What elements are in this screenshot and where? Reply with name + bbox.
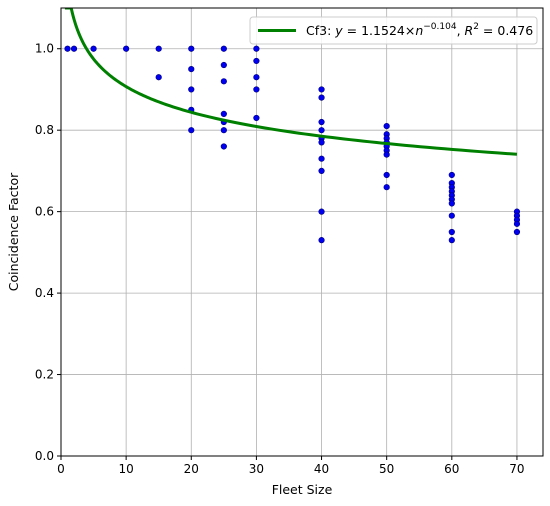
data-point <box>253 74 260 81</box>
data-point <box>64 45 71 52</box>
data-point <box>448 212 455 219</box>
grid-layer <box>60 8 543 457</box>
data-point <box>448 228 455 236</box>
data-point <box>383 171 390 179</box>
data-point <box>448 171 455 179</box>
data-point <box>318 208 325 215</box>
data-point <box>513 220 521 227</box>
data-point <box>220 61 227 69</box>
data-point <box>318 94 325 101</box>
x-tick-label: 20 <box>184 462 199 476</box>
data-point <box>253 86 260 93</box>
data-point <box>448 200 455 207</box>
data-point <box>253 114 260 122</box>
data-point <box>318 86 325 93</box>
data-point <box>220 143 227 150</box>
data-point <box>220 78 227 85</box>
data-point <box>123 45 130 52</box>
x-tick-label: 70 <box>509 462 524 476</box>
axes-layer: 0 10 20 30 40 50 60 70 0.0 0.2 0.4 0.6 0.8 1.0 <box>35 7 544 476</box>
legend-r2-sup: 2 <box>473 22 479 32</box>
data-point <box>188 86 195 93</box>
data-point <box>318 155 325 162</box>
data-point <box>383 123 390 130</box>
data-point <box>318 118 325 126</box>
data-point <box>220 110 227 117</box>
y-tick-label: 0.2 <box>35 368 54 382</box>
x-tick-label: 40 <box>314 462 329 476</box>
legend-eq: = 1.1524× <box>343 23 416 38</box>
legend-y: y <box>334 23 343 38</box>
data-point <box>70 45 78 52</box>
data-point <box>188 45 195 52</box>
data-point <box>513 228 521 236</box>
y-tick-label: 0.0 <box>35 449 54 463</box>
x-tick-label: 0 <box>57 462 65 476</box>
data-point <box>318 139 325 146</box>
data-point <box>90 45 97 52</box>
y-tick-label: 1.0 <box>35 42 54 56</box>
data-point <box>155 45 162 52</box>
y-tick-label: 0.4 <box>35 286 54 300</box>
legend-entry-cf3: Cf3: y = 1.1524×n−0.104, R2 = 0.476 <box>306 22 533 38</box>
legend-sep: , <box>457 23 465 38</box>
data-point <box>318 127 325 134</box>
y-tick-label: 0.6 <box>35 205 54 219</box>
data-point <box>383 184 390 191</box>
data-point <box>253 45 260 52</box>
legend: Cf3: y = 1.1524×n−0.104, R2 = 0.476 <box>249 16 538 45</box>
fit-curve-cf3 <box>64 8 518 156</box>
data-point <box>188 65 195 73</box>
data-point <box>318 237 325 244</box>
legend-r2-value: = 0.476 <box>479 23 533 38</box>
data-point <box>318 167 325 175</box>
legend-n: n <box>415 23 423 38</box>
y-axis-label: Coincidence Factor <box>6 172 21 291</box>
x-tick-label: 30 <box>249 462 264 476</box>
data-point <box>188 127 195 134</box>
plot-frame <box>60 7 544 457</box>
legend-r: R <box>465 23 474 38</box>
data-point <box>448 237 455 244</box>
fit-layer <box>64 8 518 156</box>
data-point <box>383 151 390 158</box>
legend-box <box>249 16 538 45</box>
x-tick-label: 60 <box>444 462 459 476</box>
data-point <box>220 45 227 52</box>
y-tick-label: 0.8 <box>35 123 54 137</box>
legend-prefix: Cf3: <box>306 23 335 38</box>
data-point <box>253 57 260 65</box>
data-point <box>220 127 227 134</box>
x-tick-label: 10 <box>118 462 133 476</box>
data-point <box>155 74 162 81</box>
x-axis-label: Fleet Size <box>272 482 333 497</box>
legend-exponent: −0.104 <box>423 22 457 32</box>
x-tick-label: 50 <box>379 462 394 476</box>
